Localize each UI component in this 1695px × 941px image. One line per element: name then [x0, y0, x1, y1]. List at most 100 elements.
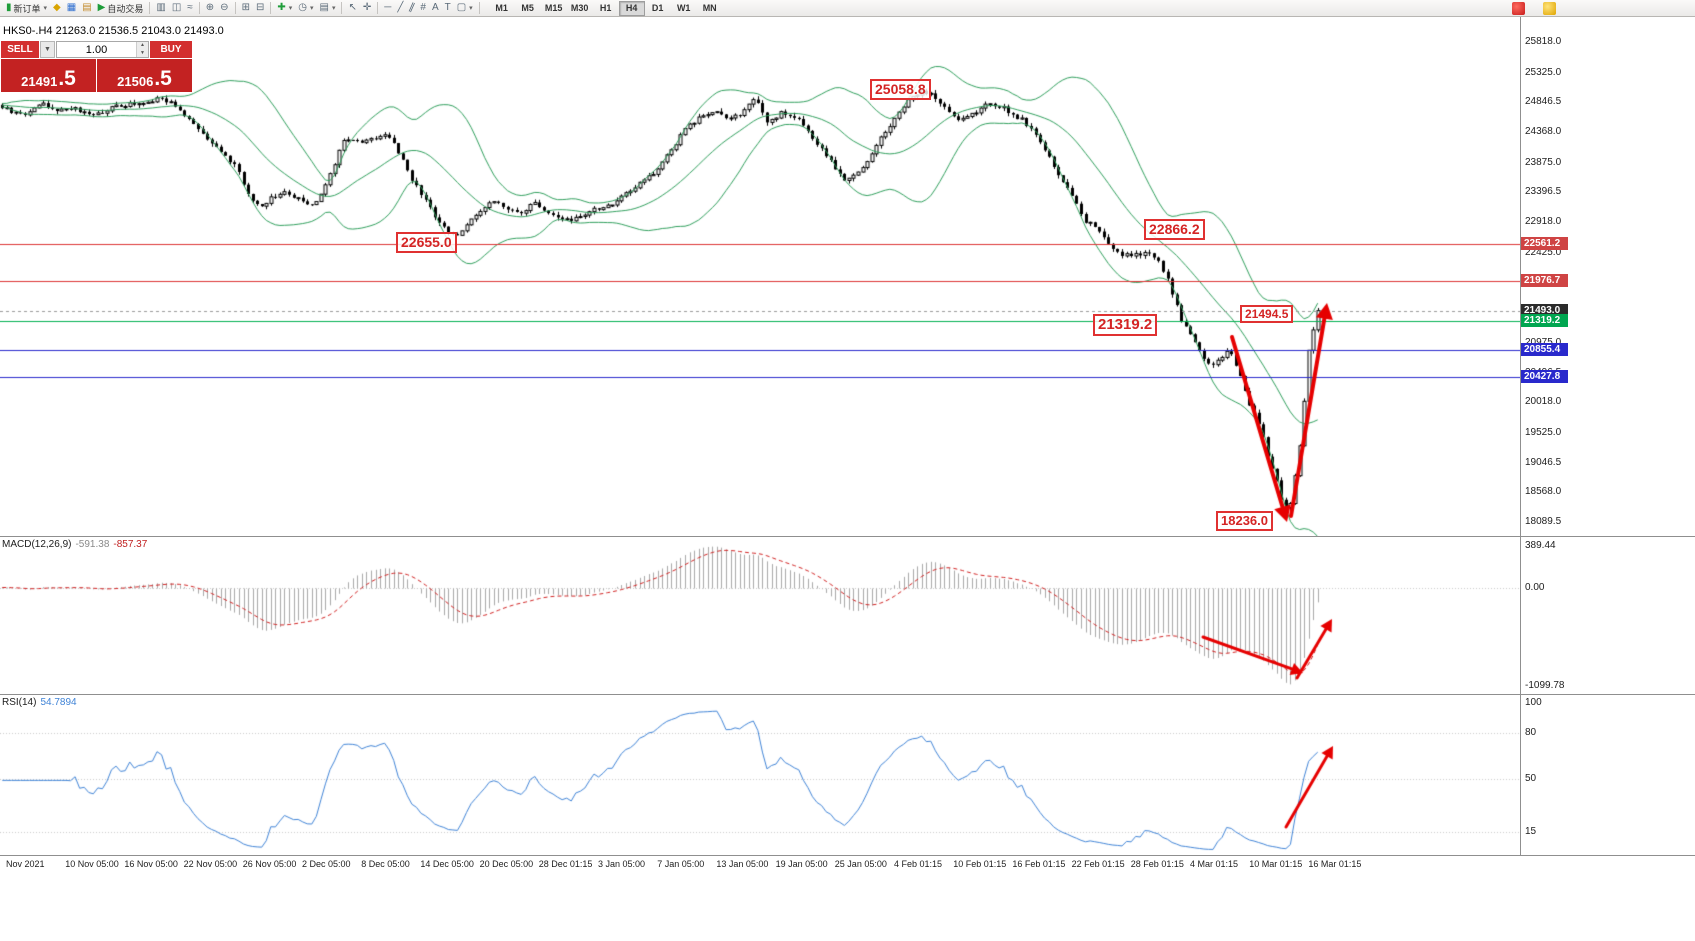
order-type-dropdown[interactable]: ▼	[40, 41, 55, 58]
candlestick-chart-button[interactable]: ◫	[169, 1, 184, 16]
macd-panel: MACD(12,26,9) -591.38 -857.37	[0, 537, 1695, 694]
chevron-down-icon: ▾	[469, 5, 473, 12]
trendline-icon: ╱	[397, 2, 404, 13]
price-tick: 18568.0	[1525, 486, 1562, 498]
text-tool-button[interactable]: A	[429, 1, 442, 16]
cascade-windows-button[interactable]: ⊟	[253, 1, 267, 16]
toolbar: ▮ 新订单 ▾ ◆ ▦ ▤ ▶ 自动交易 ▥ ◫ ≈ ⊕ ⊖ ⊞ ⊟ ✚ ▾ ◷ ▾…	[0, 0, 1695, 17]
price-annotation[interactable]: 21319.2	[1093, 314, 1158, 336]
price-chart-canvas[interactable]	[0, 17, 1520, 536]
chevron-down-icon: ▾	[331, 5, 336, 12]
templates-button[interactable]: ▤ ▾	[317, 1, 339, 16]
tile-windows-button[interactable]: ⊞	[239, 1, 253, 16]
panel-resize-handle[interactable]	[0, 855, 1695, 856]
zoom-out-button[interactable]: ⊖	[217, 1, 231, 16]
crosshair-button[interactable]: ✛	[360, 1, 374, 16]
rsi-axis-tick: 50	[1525, 772, 1537, 784]
metaeditor-button[interactable]: ◆	[50, 1, 64, 16]
trendline-tool-button[interactable]: ╱	[394, 1, 406, 16]
rsi-canvas[interactable]	[0, 695, 1520, 855]
toolbar-separator	[198, 2, 200, 14]
auto-trading-button[interactable]: ▶ 自动交易	[95, 1, 147, 16]
rsi-panel: RSI(14) 54.7894	[0, 695, 1695, 855]
sell-button[interactable]: SELL	[1, 41, 39, 58]
time-label: Nov 2021	[6, 859, 45, 869]
price-tick: 22425.0	[1525, 246, 1562, 258]
price-tag: 20427.8	[1521, 369, 1568, 383]
time-axis[interactable]: Nov 2021 10 Nov 05:00 16 Nov 05:00 22 Nov 0…	[0, 856, 1695, 876]
toolbar-separator	[478, 2, 480, 14]
price-annotation[interactable]: 25058.8	[870, 79, 931, 100]
line-chart-icon: ≈	[187, 2, 193, 13]
macd-canvas[interactable]	[0, 537, 1520, 694]
price-tick: 20975.0	[1525, 337, 1561, 349]
add-indicator-icon: ✚	[277, 2, 286, 13]
mail-icon[interactable]	[1543, 2, 1556, 15]
new-order-label: 新订单	[13, 3, 41, 14]
sell-price-button[interactable]: 21491 .5	[1, 59, 96, 92]
tf-w1[interactable]: W1	[671, 1, 697, 16]
time-label: 4 Mar 01:15	[1190, 859, 1239, 869]
price-tag: 22561.2	[1521, 237, 1568, 251]
channel-tool-button[interactable]: ∥	[406, 1, 417, 16]
chart-title: HKS0-.H4 21263.0 21536.5 21043.0 21493.0	[3, 25, 224, 37]
horizontal-line-tool-button[interactable]: ─	[381, 1, 394, 16]
cursor-button[interactable]: ↖	[345, 1, 359, 16]
time-label: 19 Jan 05:00	[775, 859, 828, 869]
buy-price-button[interactable]: 21506 .5	[97, 59, 192, 92]
template-icon: ▤	[319, 2, 329, 13]
price-annotation[interactable]: 18236.0	[1216, 511, 1273, 531]
bar-chart-button[interactable]: ▥	[153, 1, 168, 16]
buy-button[interactable]: BUY	[150, 41, 192, 58]
price-tag: 21319.2	[1521, 314, 1568, 328]
price-annotation[interactable]: 21494.5	[1240, 305, 1294, 324]
text-label-tool-button[interactable]: T	[442, 1, 454, 16]
add-indicator-button[interactable]: ✚ ▾	[274, 1, 295, 16]
toolbar-separator	[234, 2, 236, 14]
cursor-icon: ↖	[348, 2, 357, 13]
time-label: 10 Mar 01:15	[1249, 859, 1303, 869]
volume-stepper[interactable]: ▲ ▼	[136, 42, 148, 57]
panel-resize-handle[interactable]	[0, 536, 1695, 537]
tf-m1[interactable]: M1	[489, 1, 515, 16]
price-tick: 19046.5	[1525, 456, 1562, 468]
tf-h4[interactable]: H4	[618, 0, 645, 16]
price-axis[interactable]: 25818.0 25325.0 24846.5 24368.0 23875.0 23396…	[1520, 17, 1695, 855]
navigator-button[interactable]: ▤	[79, 1, 94, 16]
price-annotation[interactable]: 22655.0	[396, 232, 457, 253]
price-annotation[interactable]: 22866.2	[1144, 219, 1205, 240]
panel-resize-handle[interactable]	[0, 694, 1695, 695]
text-label-icon: T	[444, 2, 451, 13]
tf-m5[interactable]: M5	[515, 1, 541, 16]
data-window-button[interactable]: ▦	[64, 1, 79, 16]
tile-windows-icon: ⊞	[241, 2, 250, 13]
tf-m15[interactable]: M15	[541, 1, 567, 16]
tf-mn[interactable]: MN	[697, 1, 723, 16]
tf-h1[interactable]: H1	[593, 1, 619, 16]
zoom-in-button[interactable]: ⊕	[203, 1, 217, 16]
line-chart-button[interactable]: ≈	[184, 1, 196, 16]
shapes-tool-button[interactable]: ▢ ▾	[454, 1, 476, 16]
time-label: 22 Feb 01:15	[1071, 859, 1125, 869]
play-icon: ▶	[97, 2, 106, 13]
toolbar-separator	[149, 2, 151, 14]
spin-up-icon[interactable]: ▲	[137, 42, 148, 50]
alerts-icon[interactable]	[1512, 2, 1525, 15]
shapes-icon: ▢	[456, 2, 467, 13]
one-click-prices: 21491 .5 21506 .5	[1, 59, 192, 92]
tf-m30[interactable]: M30	[567, 1, 593, 16]
periods-button[interactable]: ◷ ▾	[295, 1, 316, 16]
price-tick: 23875.0	[1525, 156, 1562, 168]
zoom-out-icon: ⊖	[220, 2, 229, 13]
macd-axis-zero: 0.00	[1525, 581, 1545, 593]
spin-down-icon[interactable]: ▼	[137, 49, 148, 57]
new-order-button[interactable]: ▮ 新订单 ▾	[3, 1, 50, 16]
price-tick: 25325.0	[1525, 66, 1562, 78]
volume-input[interactable]	[57, 42, 136, 57]
fibonacci-tool-button[interactable]: #	[417, 1, 429, 16]
price-tick: 25818.0	[1525, 35, 1562, 47]
tf-d1[interactable]: D1	[645, 1, 671, 16]
timeframe-group: M1 M5 M15 M30 H1 H4 D1 W1 MN	[489, 0, 723, 16]
time-label: 13 Jan 05:00	[716, 859, 769, 869]
sell-price-frac: .5	[58, 67, 76, 91]
